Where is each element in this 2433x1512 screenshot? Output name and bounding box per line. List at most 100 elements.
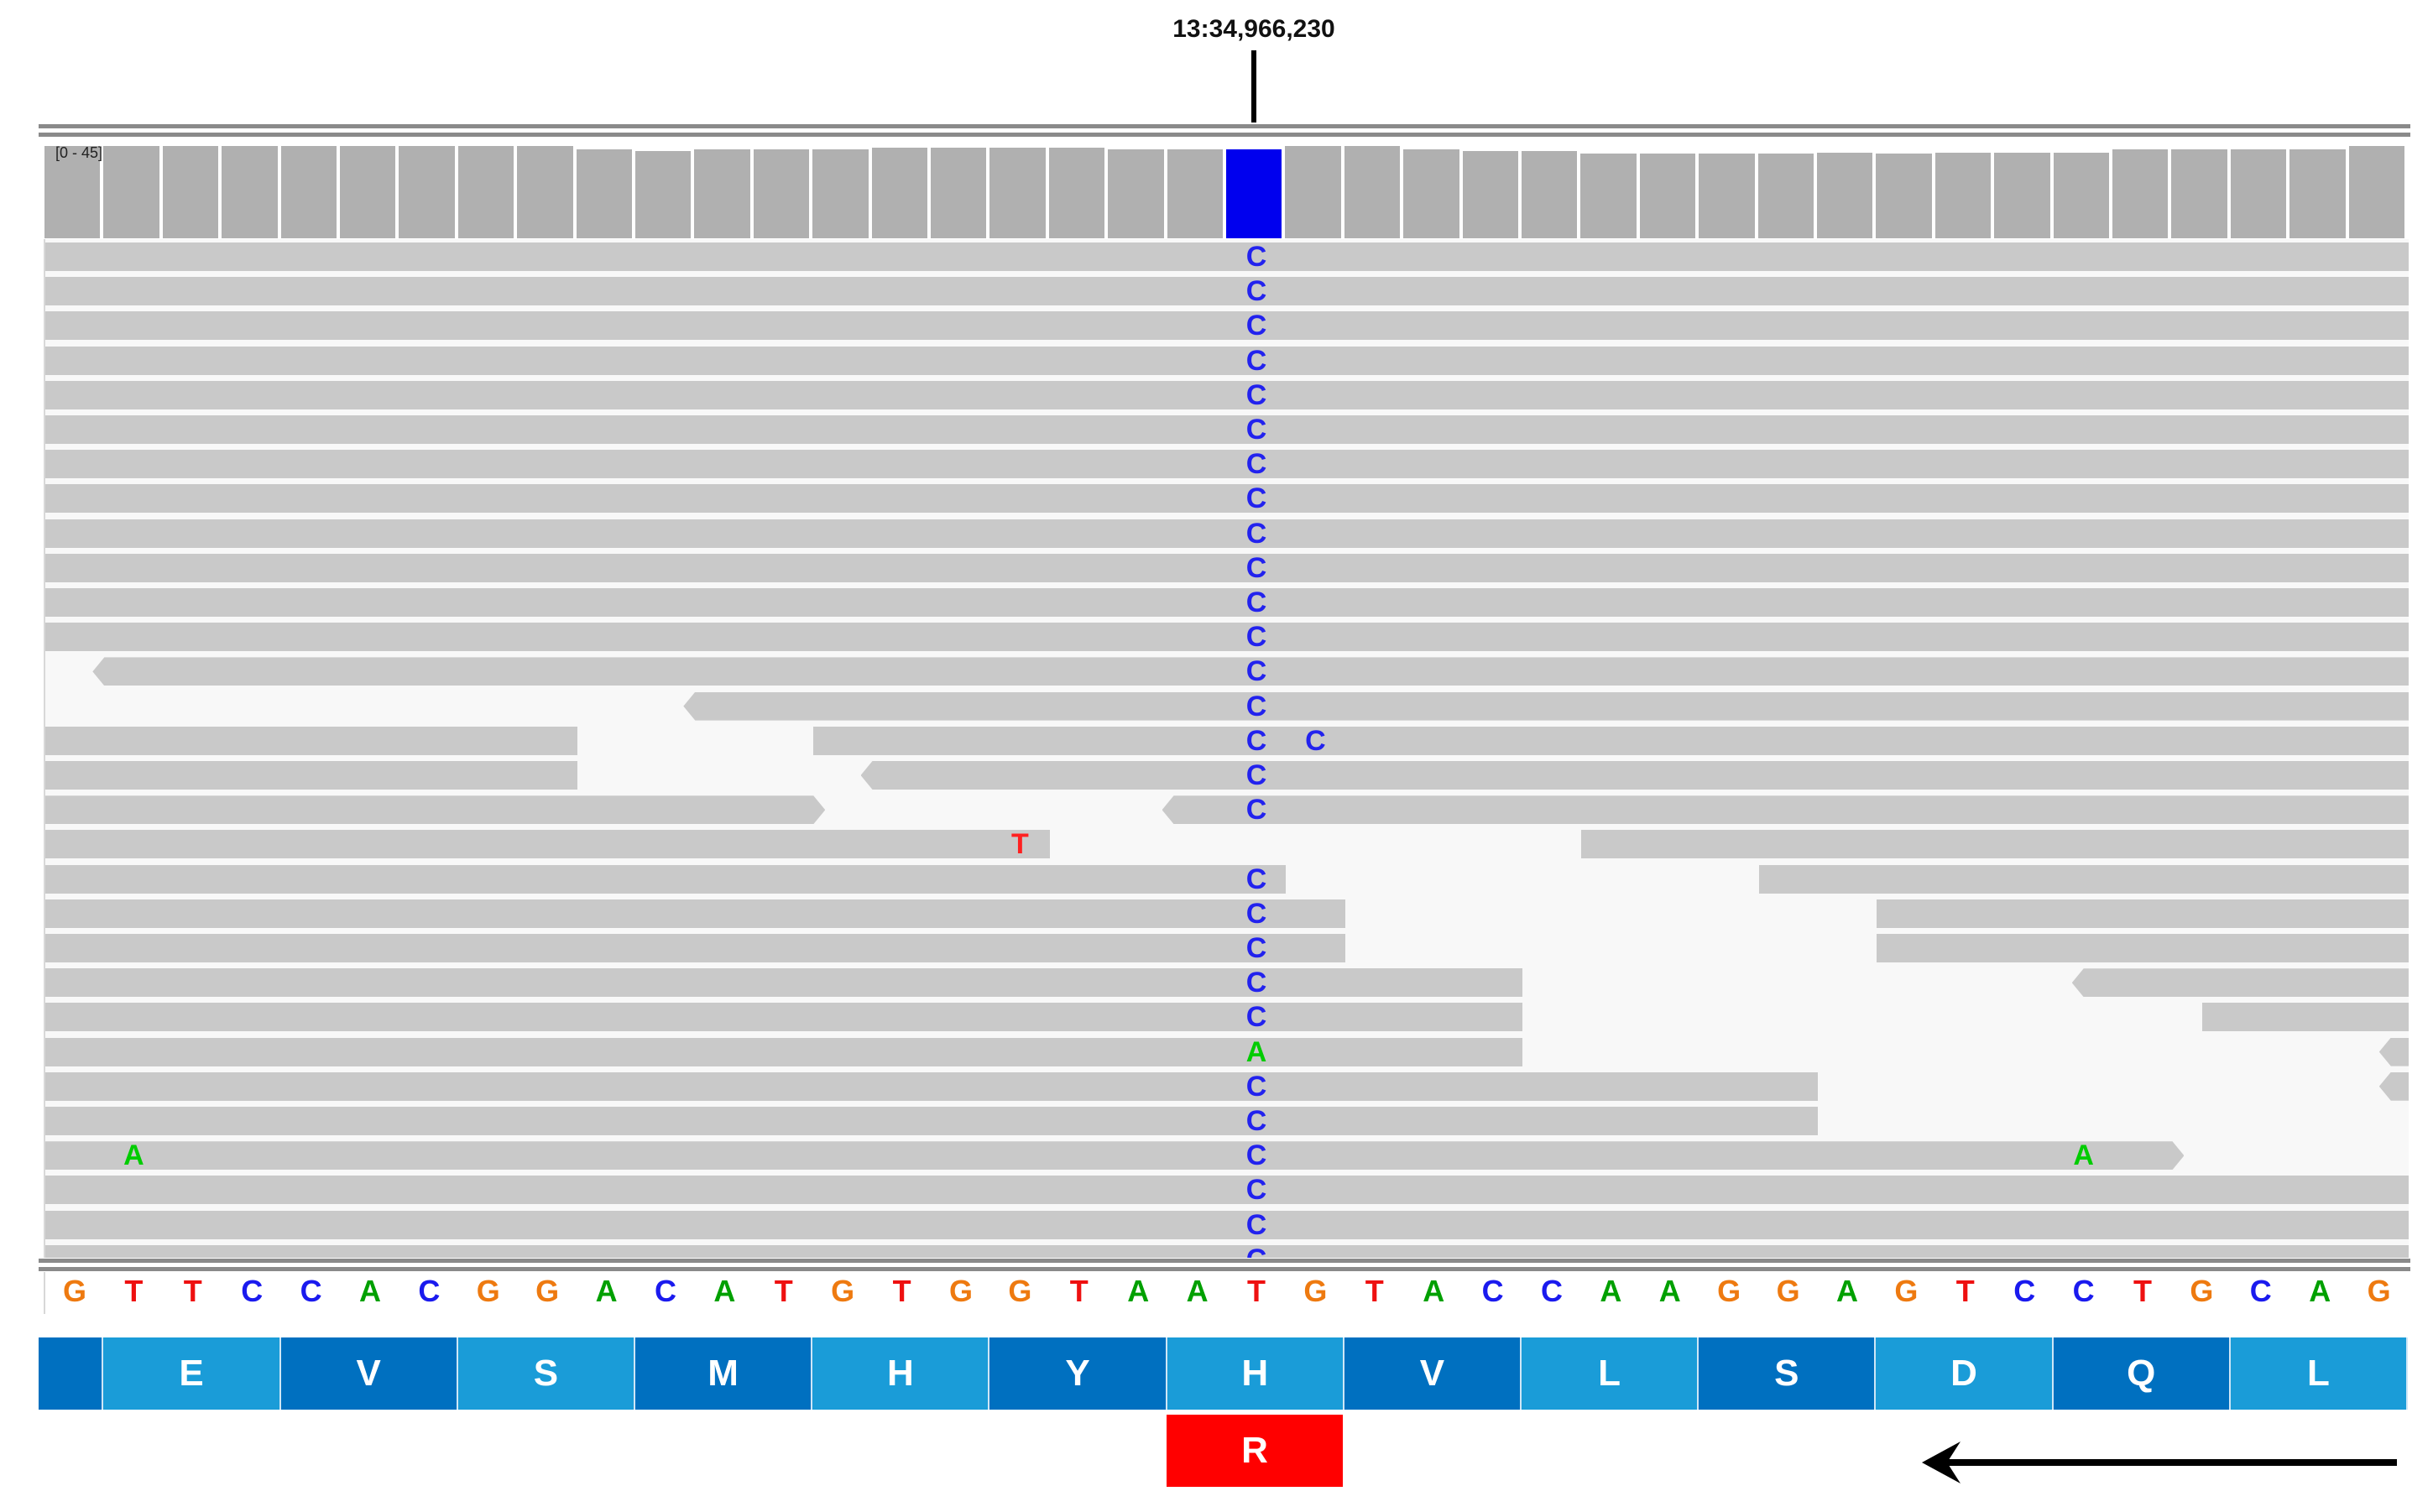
amino-acid-cell[interactable]: D <box>1876 1337 2054 1410</box>
coverage-bar[interactable] <box>457 146 514 238</box>
aligned-read[interactable] <box>45 380 2409 409</box>
coverage-bar[interactable] <box>2289 149 2346 238</box>
amino-acid-cell[interactable]: H <box>1167 1337 1344 1410</box>
coverage-bar[interactable] <box>340 146 396 238</box>
coverage-bar[interactable] <box>1639 154 1696 238</box>
coverage-track[interactable] <box>44 141 2407 238</box>
aligned-read[interactable] <box>45 450 2409 479</box>
aligned-read[interactable] <box>45 1071 1818 1101</box>
aligned-read[interactable] <box>45 1210 2409 1239</box>
aligned-read[interactable] <box>45 899 1345 928</box>
aligned-read[interactable] <box>2201 1003 2409 1032</box>
coverage-bar[interactable] <box>162 146 219 238</box>
coverage-bar[interactable] <box>2348 146 2404 238</box>
amino-acid-cell[interactable] <box>39 1337 104 1410</box>
aligned-read[interactable] <box>45 519 2409 548</box>
coverage-bar[interactable] <box>2053 152 2109 238</box>
coverage-bar[interactable] <box>576 149 632 238</box>
mismatch-base: C <box>1245 967 1267 999</box>
coverage-bar[interactable] <box>1699 154 1755 238</box>
coverage-bar[interactable] <box>1876 154 1932 238</box>
aligned-read[interactable] <box>45 415 2409 444</box>
aligned-read[interactable] <box>1162 795 2409 825</box>
aligned-read[interactable] <box>2378 1037 2409 1066</box>
aligned-read[interactable] <box>45 346 2409 375</box>
aligned-read[interactable] <box>683 691 2409 721</box>
coverage-bar[interactable] <box>1344 146 1401 238</box>
amino-acid-cell[interactable]: Y <box>989 1337 1167 1410</box>
aligned-read[interactable] <box>45 1003 1522 1032</box>
aligned-read[interactable] <box>2071 968 2409 998</box>
coverage-bar[interactable] <box>1757 154 1814 238</box>
aligned-read[interactable] <box>45 553 2409 582</box>
coverage-bar[interactable] <box>989 147 1046 238</box>
amino-acid-cell[interactable]: S <box>457 1337 636 1410</box>
amino-acid-cell[interactable]: V <box>280 1337 458 1410</box>
aligned-read[interactable] <box>45 1141 2184 1170</box>
coverage-bar[interactable] <box>2112 149 2169 238</box>
amino-acid-cell[interactable]: Q <box>2053 1337 2231 1410</box>
aligned-read[interactable] <box>45 795 825 824</box>
coverage-bar[interactable] <box>517 146 573 238</box>
amino-acid-cell[interactable]: M <box>635 1337 813 1410</box>
aligned-read[interactable] <box>45 242 2409 271</box>
coverage-bar[interactable] <box>1167 149 1223 238</box>
coverage-bar[interactable] <box>103 146 159 238</box>
coverage-bar[interactable] <box>1108 149 1164 238</box>
aligned-read[interactable] <box>1581 830 2409 859</box>
aligned-read[interactable] <box>45 830 1050 859</box>
aligned-read[interactable] <box>45 588 2409 617</box>
coverage-bar[interactable] <box>2230 149 2287 238</box>
amino-acid-cell[interactable]: H <box>812 1337 990 1410</box>
coverage-bar[interactable] <box>1522 150 1578 238</box>
amino-acid-cell[interactable]: S <box>1699 1337 1877 1410</box>
aligned-read[interactable] <box>45 726 577 755</box>
coverage-bar[interactable] <box>1048 147 1105 238</box>
coverage-bar[interactable] <box>694 149 750 238</box>
aligned-read[interactable] <box>1877 934 2409 962</box>
amino-acid-cell[interactable]: V <box>1344 1337 1522 1410</box>
coverage-bar[interactable] <box>635 150 692 238</box>
aligned-read[interactable] <box>1758 864 2409 894</box>
coverage-bar[interactable] <box>1994 152 2050 238</box>
aligned-read[interactable] <box>45 864 1287 894</box>
aligned-read[interactable] <box>92 657 2409 686</box>
coverage-bar[interactable] <box>1817 152 1873 238</box>
aligned-read[interactable] <box>45 623 2409 652</box>
aligned-read[interactable] <box>45 934 1345 962</box>
coverage-bar[interactable] <box>280 146 337 238</box>
aligned-read[interactable] <box>2378 1071 2409 1101</box>
coverage-bar[interactable] <box>1403 149 1459 238</box>
aligned-read[interactable] <box>45 1244 2409 1258</box>
coverage-bar[interactable] <box>931 147 987 238</box>
coverage-bar[interactable] <box>1580 154 1637 238</box>
aligned-read[interactable] <box>45 277 2409 306</box>
coverage-bar[interactable] <box>753 149 810 238</box>
coverage-bar[interactable] <box>812 149 869 238</box>
aligned-read[interactable] <box>45 311 2409 341</box>
alignment-reads-track[interactable]: CCCCCCCCCCCCCCCCCCTCCCCCACCACACCC <box>44 239 2409 1258</box>
coverage-bar[interactable] <box>871 147 927 238</box>
coverage-bar[interactable] <box>1934 152 1992 238</box>
aligned-read[interactable] <box>860 761 2409 790</box>
coverage-bar-variant[interactable] <box>1226 149 1282 238</box>
coverage-bar[interactable] <box>222 146 278 238</box>
aligned-read[interactable] <box>45 1107 1818 1135</box>
aligned-read[interactable] <box>45 484 2409 514</box>
amino-acid-cell[interactable]: L <box>2230 1337 2409 1410</box>
coverage-bar[interactable] <box>2171 149 2227 238</box>
coverage-bar[interactable] <box>1285 146 1341 238</box>
aligned-read[interactable] <box>45 968 1522 998</box>
coverage-bar[interactable] <box>399 146 455 238</box>
coverage-bar[interactable] <box>44 146 101 238</box>
amino-acid-cell[interactable]: E <box>103 1337 281 1410</box>
amino-acid-cell[interactable]: L <box>1522 1337 1699 1410</box>
aligned-read[interactable] <box>45 761 577 790</box>
aligned-read[interactable] <box>45 1037 1522 1066</box>
aligned-read[interactable] <box>813 726 2409 755</box>
aligned-read[interactable] <box>1877 899 2409 928</box>
coverage-bar[interactable] <box>1462 150 1518 238</box>
aligned-read[interactable] <box>45 1176 2409 1205</box>
